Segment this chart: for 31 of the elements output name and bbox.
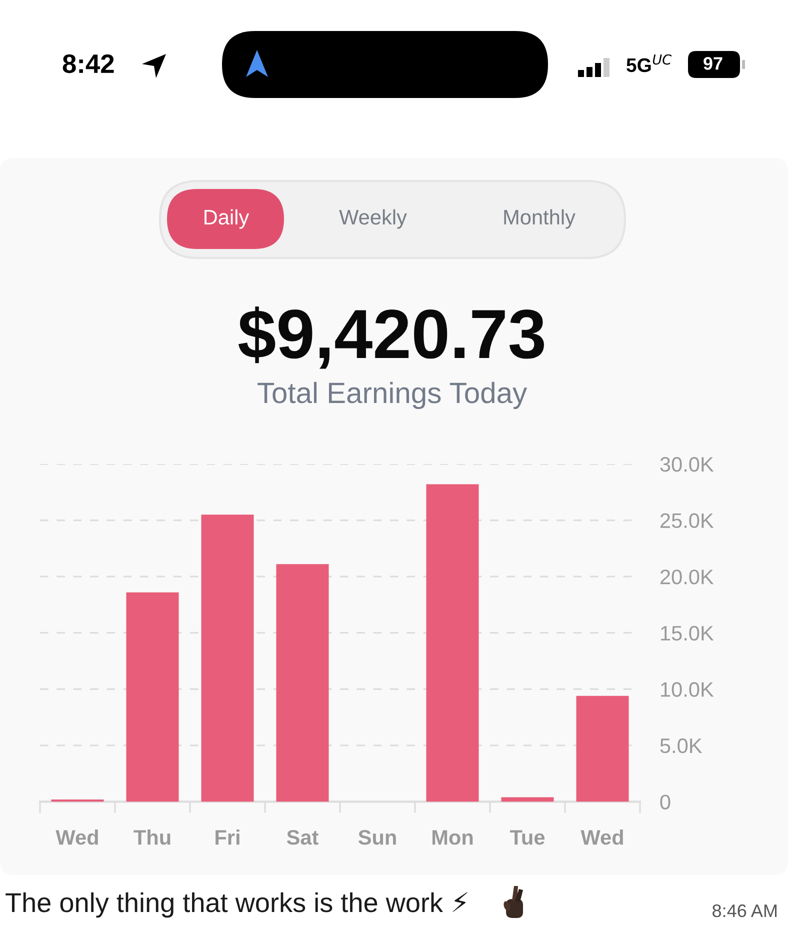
x-tick-label: Tue <box>510 830 545 845</box>
x-tick-label: Thu <box>134 829 170 845</box>
y-tick-label: 0 <box>660 794 670 810</box>
bar <box>426 484 479 802</box>
y-tick-label: 10.0K <box>661 682 714 697</box>
chart-subtitle: Total Earnings Today <box>258 382 528 410</box>
x-tick-label: Sun <box>358 830 396 845</box>
x-tick-label: Sat <box>286 830 318 845</box>
x-tick-label: Fri <box>216 829 240 845</box>
chart-title: $9,420.73 <box>238 306 544 369</box>
y-tick-label: 15.0K <box>661 626 714 641</box>
y-tick-label: 20.0K <box>660 570 714 584</box>
text: The only thing that works is the work ⚡ <box>6 892 468 918</box>
bar <box>276 564 329 802</box>
text: Monthly <box>504 209 576 229</box>
bar <box>501 797 554 802</box>
bar <box>201 514 254 802</box>
y-tick-label: 25.0K <box>660 513 714 528</box>
text: Daily <box>204 209 250 229</box>
y-tick-label: 5.0K <box>660 738 702 754</box>
x-tick-label: Wed <box>56 829 98 845</box>
bar <box>126 592 179 802</box>
x-tick-label: Mon <box>432 830 473 845</box>
text: 5G$^{UC}$ <box>626 54 672 72</box>
y-tick-label: 30.0K <box>660 457 714 472</box>
text: 8:46 AM <box>712 904 777 918</box>
text: Weekly <box>339 209 407 229</box>
x-tick-label: Wed <box>580 829 623 845</box>
text: 8:42 <box>62 54 114 74</box>
text: 97 <box>704 57 722 70</box>
bar <box>576 696 629 802</box>
